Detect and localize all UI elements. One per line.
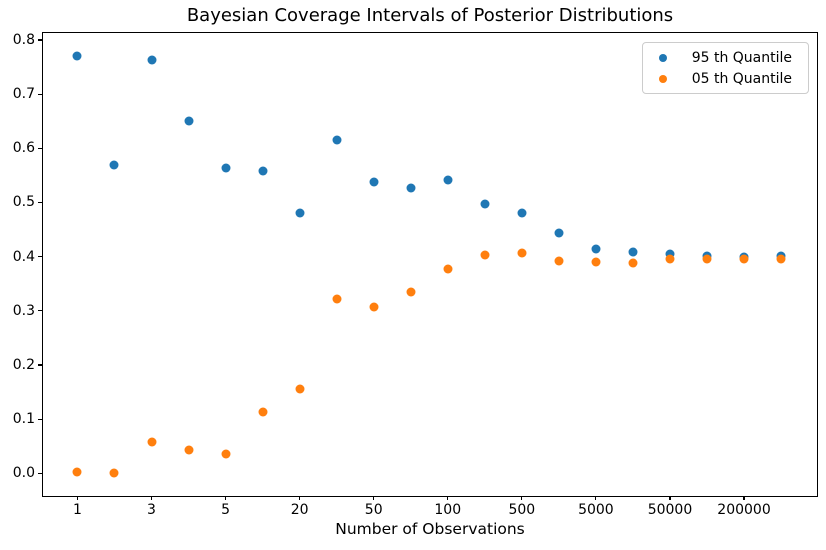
x-axis-tick	[521, 496, 523, 500]
data-point	[628, 258, 638, 268]
x-axis-tick	[150, 496, 153, 500]
y-axis-tick	[38, 93, 42, 95]
data-point	[221, 449, 231, 459]
x-axis-tick	[224, 496, 227, 500]
data-point	[554, 228, 564, 238]
x-tick-label: 5	[221, 502, 231, 518]
legend-marker-icon	[658, 53, 667, 62]
y-axis-tick	[38, 256, 42, 258]
data-point	[591, 257, 601, 267]
legend-entry: 05 th Quantile	[643, 68, 792, 89]
data-point	[554, 256, 564, 266]
y-tick-label: 0.0	[12, 465, 35, 482]
data-point	[406, 183, 416, 193]
data-point	[480, 199, 490, 209]
y-axis-tick	[38, 310, 42, 312]
data-point	[147, 437, 156, 447]
y-tick-label: 0.7	[12, 86, 35, 103]
x-tick-label: 50	[364, 502, 383, 518]
y-axis-tick	[38, 201, 42, 204]
y-tick-label: 0.2	[12, 356, 35, 373]
x-tick-label: 20	[290, 502, 309, 518]
data-point	[591, 244, 601, 254]
legend-entry: 95 th Quantile	[643, 47, 792, 68]
x-axis-tick	[373, 496, 375, 500]
x-axis-label: Number of Observations	[335, 520, 525, 538]
x-tick-label: 50000	[647, 502, 693, 518]
data-point	[406, 287, 416, 297]
data-point	[332, 135, 342, 145]
y-tick-label: 0.1	[12, 411, 35, 428]
data-point	[369, 177, 379, 187]
legend: 95 th Quantile 05 th Quantile	[641, 42, 809, 94]
x-tick-label: 3	[147, 502, 156, 518]
x-axis-tick	[595, 496, 597, 500]
y-axis-tick	[38, 147, 42, 149]
data-point	[147, 55, 156, 65]
x-axis-tick	[299, 496, 301, 500]
data-point	[295, 384, 305, 394]
data-point	[628, 247, 638, 257]
y-axis-tick	[38, 418, 42, 420]
legend-marker-icon	[658, 74, 667, 83]
y-axis-tick	[38, 39, 42, 41]
data-point	[258, 166, 268, 176]
y-tick-label: 0.6	[12, 140, 35, 157]
y-tick-label: 0.4	[12, 248, 35, 265]
data-point	[72, 467, 82, 477]
x-tick-label: 100	[434, 502, 462, 518]
data-point	[517, 248, 527, 258]
data-point	[72, 51, 82, 61]
x-tick-label: 5000	[578, 502, 614, 518]
data-point	[332, 294, 342, 304]
y-axis-tick	[38, 364, 42, 366]
data-point	[221, 163, 231, 173]
data-point	[665, 249, 675, 259]
x-tick-label: 1	[72, 502, 82, 518]
data-point	[480, 250, 490, 260]
plot-area: 95 th Quantile 05 th Quantile 0.0 0.1 0.2 0.…	[13, 32, 818, 518]
data-point	[702, 254, 712, 264]
data-point	[443, 175, 453, 185]
y-tick-label: 0.5	[12, 194, 35, 211]
data-point	[109, 468, 119, 478]
data-point	[739, 254, 749, 264]
data-point	[258, 407, 268, 417]
x-axis-tick	[669, 496, 671, 500]
data-point	[369, 302, 379, 312]
data-point	[517, 208, 527, 218]
y-tick-label: 0.3	[12, 302, 35, 319]
data-point	[184, 116, 194, 126]
legend-label: 05 th Quantile	[691, 70, 792, 87]
x-tick-label: 500	[508, 502, 536, 518]
x-axis-tick	[743, 496, 745, 500]
chart-title: Bayesian Coverage Intervals of Posterior…	[186, 5, 674, 26]
data-point	[665, 254, 675, 264]
data-point	[295, 208, 305, 218]
y-tick-label: 0.8	[12, 32, 35, 49]
y-axis-tick	[38, 472, 42, 474]
legend-label: 95 th Quantile	[691, 49, 792, 66]
data-point	[776, 254, 786, 264]
data-point	[184, 445, 194, 455]
x-axis-tick	[76, 496, 79, 500]
x-tick-label: 200000	[717, 502, 771, 518]
data-point	[109, 160, 119, 170]
data-point	[443, 264, 453, 274]
x-axis-tick	[447, 496, 449, 500]
